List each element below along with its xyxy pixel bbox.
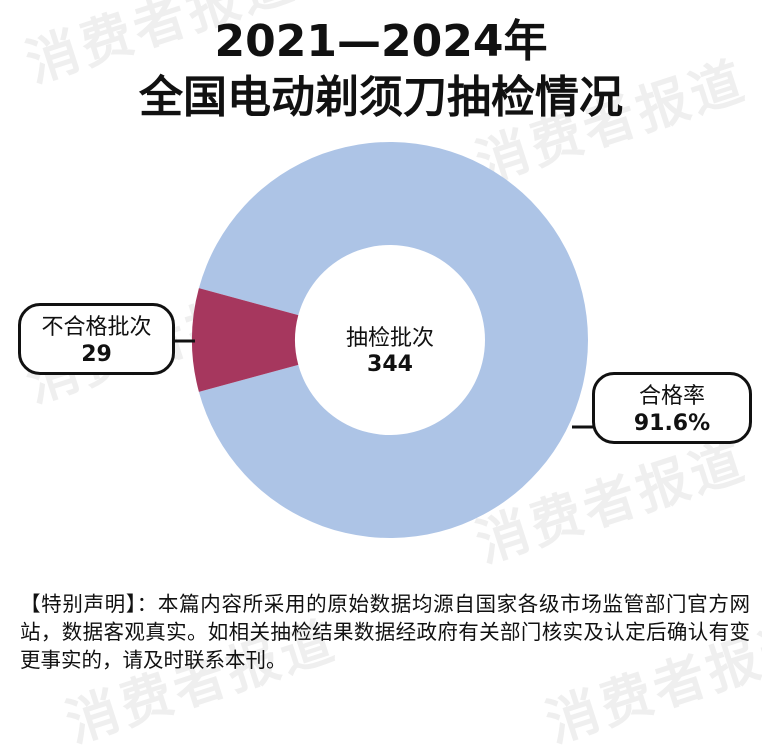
disclaimer-text: 【特别声明】：本篇内容所采用的原始数据均源自国家各级市场监管部门官方网站，数据客… [20,592,750,672]
donut-center-label: 抽检批次 344 [320,326,460,378]
callout-fail-label: 不合格批次 [41,315,152,340]
callout-pass-label: 合格率 [638,384,705,409]
chart-title: 2021—2024年 全国电动剃须刀抽检情况 [0,14,762,126]
callout-fail-value: 29 [81,342,112,367]
callout-fail: 不合格批次 29 [18,303,175,375]
callout-pass: 合格率 91.6% [592,372,752,444]
chart-title-line2: 全国电动剃须刀抽检情况 [139,72,623,123]
donut-chart [175,142,594,538]
center-label-value: 344 [367,352,413,377]
chart-title-line1: 2021—2024年 [214,16,548,67]
center-label-text: 抽检批次 [345,326,434,351]
donut-slices [191,142,589,538]
callout-pass-value: 91.6% [633,411,711,436]
donut-slice-pass [198,142,589,538]
disclaimer-notice: 【特别声明】：本篇内容所采用的原始数据均源自国家各级市场监管部门官方网站，数据客… [20,590,750,674]
donut-slice-fail [191,288,299,392]
